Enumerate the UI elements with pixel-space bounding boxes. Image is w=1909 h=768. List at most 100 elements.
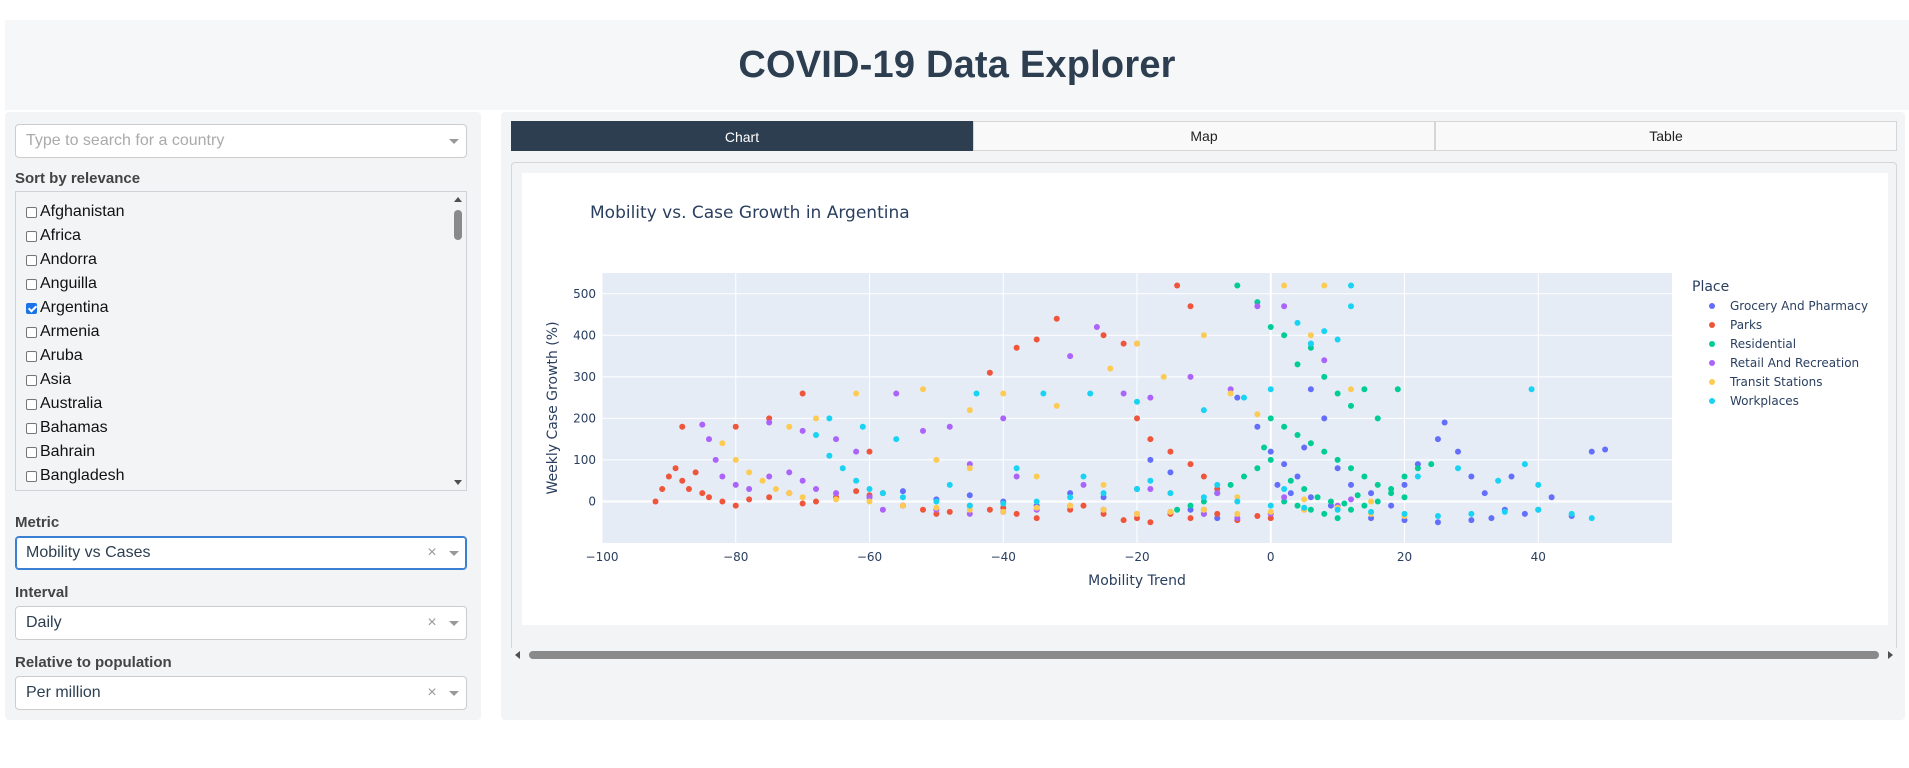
data-point xyxy=(732,481,739,488)
country-checkbox[interactable] xyxy=(26,374,37,386)
country-search-dropdown[interactable]: Type to search for a country xyxy=(15,124,467,158)
data-point xyxy=(1495,477,1502,484)
data-point xyxy=(853,390,860,397)
main-panel: Chart Map Table −100 −80 −60 −40 −20 0 20 40 0 100 2… xyxy=(501,112,1905,720)
scroll-down-arrow-icon[interactable] xyxy=(454,480,462,485)
data-point xyxy=(833,436,840,443)
sidebar: Type to search for a country Sort by rel… xyxy=(5,112,481,720)
data-point xyxy=(1361,386,1368,393)
chevron-down-icon[interactable] xyxy=(442,607,466,639)
data-point xyxy=(1167,448,1174,455)
data-point xyxy=(973,390,980,397)
data-point xyxy=(1254,465,1261,472)
data-point xyxy=(1067,494,1074,501)
data-point xyxy=(833,490,840,497)
metric-dropdown[interactable]: Mobility vs Cases × xyxy=(15,536,467,570)
data-point xyxy=(1307,440,1314,447)
country-checkbox[interactable] xyxy=(26,398,37,410)
country-list-item[interactable]: Bahamas xyxy=(16,416,446,440)
data-point xyxy=(966,510,973,517)
data-point xyxy=(1067,353,1074,360)
country-checkbox[interactable] xyxy=(26,230,37,242)
data-point xyxy=(1254,411,1261,418)
country-checkbox[interactable] xyxy=(26,326,37,338)
country-checkbox[interactable] xyxy=(26,350,37,362)
interval-dropdown[interactable]: Daily × xyxy=(15,606,467,640)
relative-dropdown[interactable]: Per million × xyxy=(15,676,467,710)
clear-icon[interactable]: × xyxy=(427,614,437,631)
country-checkbox[interactable] xyxy=(26,254,37,266)
country-list-item[interactable]: Aruba xyxy=(16,344,446,368)
country-list-item[interactable]: Anguilla xyxy=(16,272,446,296)
country-checkbox[interactable] xyxy=(26,206,37,218)
chart-container: −100 −80 −60 −40 −20 0 20 40 0 100 200 300 400 500 Mob… xyxy=(511,162,1897,662)
data-point xyxy=(893,390,900,397)
scroll-left-arrow-icon[interactable] xyxy=(515,651,520,659)
data-point xyxy=(893,436,900,443)
tab-chart[interactable]: Chart xyxy=(511,121,973,151)
list-scrollbar[interactable] xyxy=(450,192,466,490)
data-point xyxy=(1501,508,1508,515)
clear-icon[interactable]: × xyxy=(427,684,437,701)
legend-entry: Residential xyxy=(1730,337,1796,351)
country-search-input[interactable]: Type to search for a country xyxy=(26,132,225,149)
country-checkbox[interactable] xyxy=(26,470,37,482)
data-point xyxy=(1200,407,1207,414)
data-point xyxy=(719,473,726,480)
x-tick-label: −60 xyxy=(857,550,882,564)
data-point xyxy=(1167,469,1174,476)
data-point xyxy=(1120,517,1127,524)
country-list-item[interactable]: Armenia xyxy=(16,320,446,344)
data-point xyxy=(1321,282,1328,289)
y-axis-label: Weekly Case Growth (%) xyxy=(545,321,561,494)
data-point xyxy=(692,469,699,476)
chevron-down-icon[interactable] xyxy=(442,537,466,569)
country-label: Afghanistan xyxy=(40,203,125,220)
country-list-item[interactable]: Andorra xyxy=(16,248,446,272)
scroll-right-arrow-icon[interactable] xyxy=(1888,651,1893,659)
chevron-down-icon[interactable] xyxy=(442,677,466,709)
country-checkbox[interactable] xyxy=(26,302,37,314)
data-point xyxy=(1334,336,1341,343)
country-list-item[interactable]: Argentina xyxy=(16,296,446,320)
scrollbar-thumb[interactable] xyxy=(454,210,462,240)
data-point xyxy=(1147,394,1154,401)
tab-table[interactable]: Table xyxy=(1435,121,1897,151)
data-point xyxy=(1134,515,1140,522)
metric-label: Metric xyxy=(15,514,60,531)
data-point xyxy=(1000,500,1007,507)
country-list-item[interactable]: Bahrain xyxy=(16,440,446,464)
country-list-item[interactable]: Africa xyxy=(16,224,446,248)
clear-icon[interactable]: × xyxy=(427,544,437,561)
data-point xyxy=(759,477,766,484)
country-list-item[interactable]: Afghanistan xyxy=(16,200,446,224)
y-tick-label: 500 xyxy=(573,287,596,301)
data-point xyxy=(1588,448,1595,455)
data-point xyxy=(1588,515,1595,522)
data-point xyxy=(1361,473,1368,480)
country-checkbox[interactable] xyxy=(26,278,37,290)
country-list-item[interactable]: Bangladesh xyxy=(16,464,446,488)
data-point xyxy=(1455,448,1461,455)
data-point xyxy=(1388,486,1395,492)
legend-marker xyxy=(1709,341,1715,347)
data-point xyxy=(1468,517,1475,524)
country-list-item[interactable]: Australia xyxy=(16,392,446,416)
scrollbar-thumb[interactable] xyxy=(529,651,1879,659)
country-list-item[interactable]: Asia xyxy=(16,368,446,392)
data-point xyxy=(1374,415,1381,422)
data-point xyxy=(1033,515,1040,522)
tab-map[interactable]: Map xyxy=(973,121,1435,151)
country-checklist: Afghanistan Africa Andorra Anguilla Argentin… xyxy=(15,191,467,491)
country-checkbox[interactable] xyxy=(26,446,37,458)
app-header: COVID-19 Data Explorer xyxy=(5,20,1909,110)
horizontal-scrollbar[interactable] xyxy=(511,648,1897,662)
country-checkbox[interactable] xyxy=(26,422,37,434)
country-label: Aruba xyxy=(40,347,83,364)
data-point xyxy=(1100,481,1107,488)
data-point xyxy=(1441,419,1448,426)
chevron-down-icon[interactable] xyxy=(442,125,466,157)
data-point xyxy=(1134,398,1140,405)
data-point xyxy=(1147,519,1154,526)
scroll-up-arrow-icon[interactable] xyxy=(454,197,462,202)
